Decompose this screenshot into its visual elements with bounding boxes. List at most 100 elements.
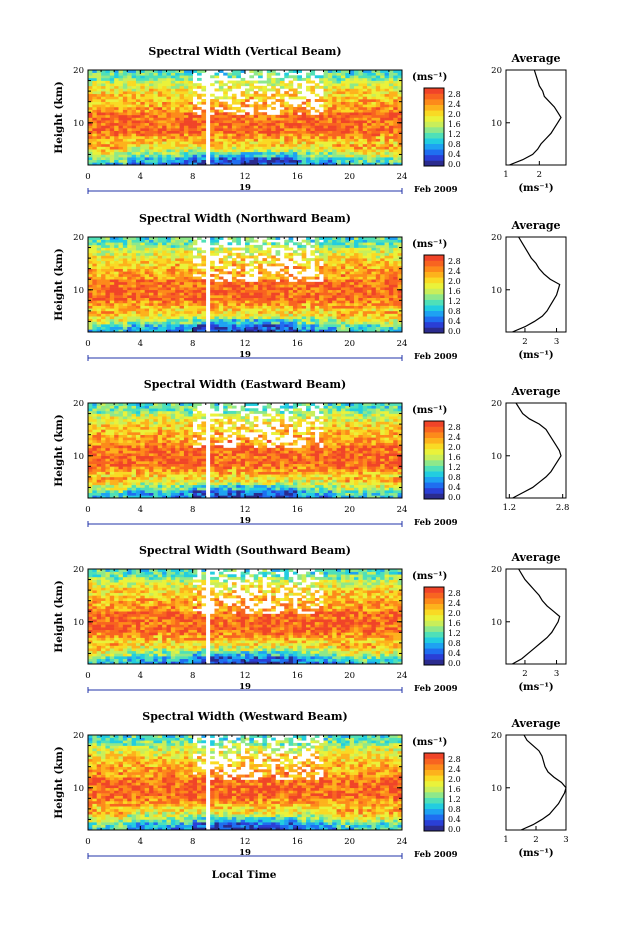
heatmap-cell: [262, 305, 268, 309]
heatmap-cell: [380, 70, 385, 73]
heatmap-cell: [319, 284, 324, 288]
heatmap-cell: [271, 101, 276, 105]
heatmap-cell: [122, 85, 128, 89]
heatmap-cell: [332, 104, 337, 108]
heatmap-cell: [253, 313, 259, 317]
heatmap-cell: [236, 237, 241, 240]
heatmap-cell: [240, 321, 246, 325]
heatmap-cell: [135, 133, 141, 137]
heatmap-cell: [135, 242, 141, 246]
heatmap-cell: [197, 143, 202, 147]
heatmap-cell: [192, 106, 198, 110]
heatmap-cell: [245, 329, 250, 333]
heatmap-cell: [236, 310, 241, 314]
heatmap-cell: [96, 75, 102, 79]
heatmap-cell: [170, 266, 176, 269]
heatmap-cell: [105, 310, 111, 314]
heatmap-cell: [253, 239, 259, 243]
heatmap-cell: [227, 289, 233, 293]
heatmap-cell: [375, 239, 381, 243]
heatmap-cell: [88, 237, 93, 240]
heatmap-cell: [236, 318, 241, 322]
heatmap-cell: [284, 159, 289, 163]
heatmap-cell: [96, 157, 102, 161]
heatmap-cell: [162, 91, 167, 95]
heatmap-cell: [375, 114, 381, 118]
heatmap-cell: [319, 151, 324, 155]
heatmap-cell: [101, 318, 106, 322]
heatmap-cell: [223, 133, 228, 137]
heatmap-cell: [153, 72, 159, 76]
heatmap-cell: [371, 120, 377, 124]
heatmap-cell: [314, 109, 320, 113]
heatmap-cell: [149, 321, 154, 325]
heatmap-cell: [319, 159, 324, 163]
heatmap-cell: [327, 120, 333, 124]
heatmap-cell: [175, 85, 180, 89]
heatmap-cell: [188, 279, 193, 283]
heatmap-cell: [131, 287, 137, 291]
heatmap-cell: [236, 292, 241, 296]
heatmap-cell: [144, 114, 150, 118]
heatmap-cell: [306, 284, 311, 288]
heatmap-cell: [349, 157, 355, 161]
heatmap-cell: [236, 279, 241, 283]
heatmap-cell: [192, 151, 198, 155]
heatmap-cell: [388, 255, 394, 259]
heatmap-cell: [279, 159, 285, 163]
heatmap-cell: [388, 130, 394, 134]
heatmap-cell: [96, 122, 102, 126]
heatmap-cell: [275, 143, 281, 147]
heatmap-cell: [162, 75, 167, 79]
heatmap-cell: [118, 310, 124, 314]
heatmap-cell: [144, 117, 150, 121]
heatmap-cell: [397, 242, 403, 246]
heatmap-cell: [362, 250, 368, 254]
heatmap-cell: [297, 146, 302, 150]
heatmap-cell: [362, 146, 368, 150]
heatmap-cell: [336, 151, 342, 155]
heatmap-cell: [227, 141, 233, 145]
heatmap-cell: [105, 284, 111, 288]
heatmap-cell: [127, 96, 132, 100]
heatmap-cell: [345, 276, 350, 280]
heatmap-cell: [101, 159, 106, 163]
heatmap-cell: [240, 91, 246, 95]
heatmap-cell: [197, 120, 202, 124]
heatmap-cell: [122, 157, 128, 161]
heatmap-cell: [393, 239, 398, 243]
heatmap-cell: [358, 106, 364, 110]
heatmap-cell: [109, 247, 115, 251]
heatmap-cell: [114, 316, 119, 320]
heatmap-cell: [153, 101, 159, 105]
heatmap-cell: [354, 279, 359, 283]
colorbar-swatch: [424, 321, 444, 328]
heatmap-cell: [380, 287, 385, 291]
heatmap-cell: [380, 237, 385, 240]
heatmap-cell: [183, 289, 189, 293]
heatmap-cell: [88, 239, 93, 243]
heatmap-cell: [288, 239, 294, 243]
heatmap-cell: [393, 260, 398, 264]
profile-frame: [505, 69, 567, 166]
heatmap-cell: [122, 109, 128, 113]
heatmap-cell: [310, 292, 316, 296]
heatmap-cell: [240, 247, 246, 251]
heatmap-cell: [340, 122, 346, 126]
heatmap-cell: [279, 276, 285, 280]
heatmap-cell: [127, 255, 132, 259]
heatmap-cell: [323, 316, 329, 320]
heatmap-cell: [170, 85, 176, 89]
heatmap-cell: [127, 247, 132, 251]
heatmap-cell: [288, 149, 294, 153]
heatmap-cell: [367, 157, 372, 161]
heatmap-cell: [166, 305, 172, 309]
heatmap-cell: [109, 292, 115, 296]
heatmap-cell: [231, 239, 237, 243]
heatmap-cell: [114, 93, 119, 97]
heatmap-cell: [380, 310, 385, 314]
heatmap-cell: [236, 162, 241, 166]
heatmap-cell: [393, 326, 398, 330]
heatmap-cell: [336, 308, 342, 312]
heatmap-cell: [114, 125, 119, 129]
